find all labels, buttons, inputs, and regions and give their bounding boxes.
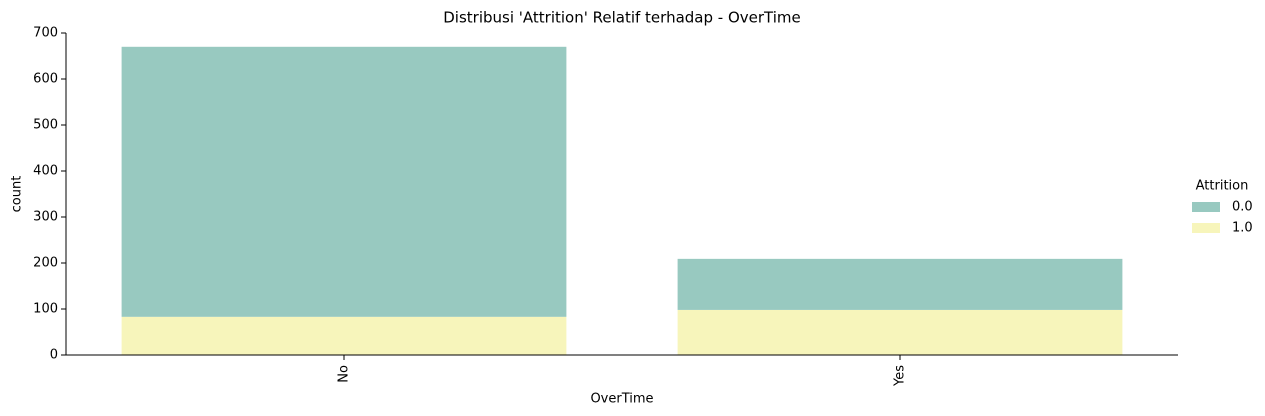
x-axis-label: OverTime [590, 392, 653, 407]
bar [677, 309, 1123, 355]
x-tick-label: No [337, 365, 352, 383]
y-tick-label: 500 [33, 118, 58, 133]
legend-swatch [1192, 223, 1220, 233]
y-tick-label: 400 [33, 164, 58, 179]
y-tick-label: 700 [33, 26, 58, 41]
y-tick-label: 600 [33, 72, 58, 87]
legend-label: 1.0 [1232, 221, 1253, 236]
bar [677, 258, 1123, 310]
y-tick-label: 300 [33, 210, 58, 225]
x-tick-label: Yes [893, 365, 908, 387]
legend-title: Attrition [1196, 179, 1249, 194]
y-tick-label: 200 [33, 256, 58, 271]
y-axis-label: count [10, 176, 25, 213]
legend-swatch [1192, 202, 1220, 212]
bar [121, 46, 567, 317]
bar [121, 316, 567, 355]
chart-title: Distribusi 'Attrition' Relatif terhadap … [443, 9, 801, 27]
legend-label: 0.0 [1232, 200, 1253, 215]
y-tick-label: 0 [50, 348, 58, 363]
y-tick-label: 100 [33, 302, 58, 317]
